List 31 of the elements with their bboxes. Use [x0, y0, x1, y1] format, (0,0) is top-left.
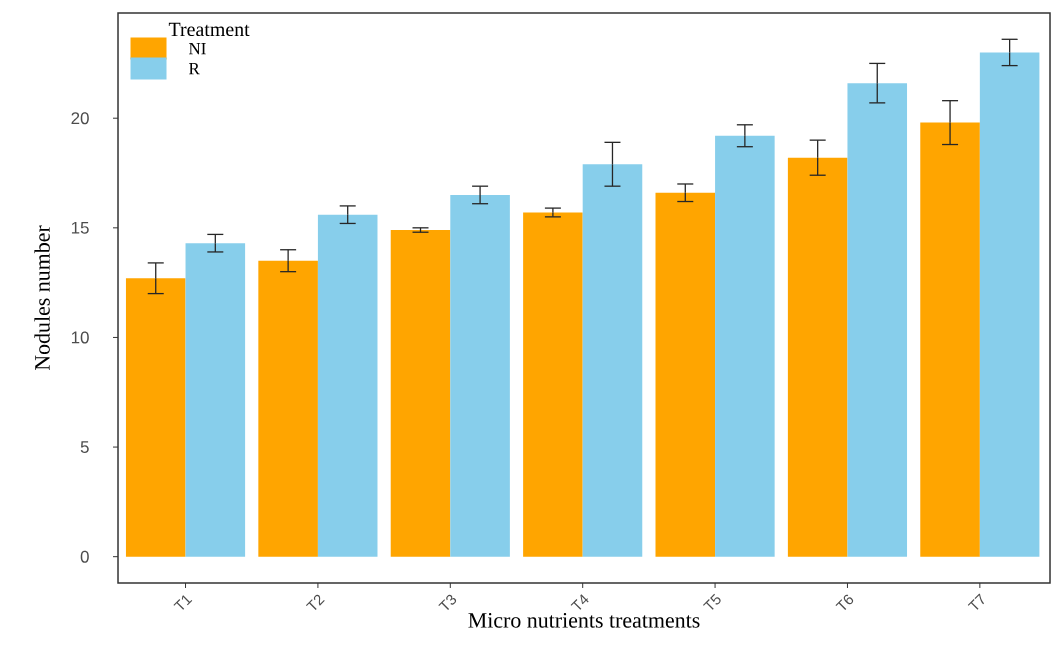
bar: [523, 212, 583, 557]
bar: [920, 122, 980, 557]
bar: [979, 52, 1040, 557]
legend-title: Treatment: [168, 22, 250, 37]
bar: [450, 194, 510, 557]
y-tick-label: 5: [80, 441, 89, 453]
y-tick-label: 20: [71, 112, 89, 125]
y-axis-title: Nodules number: [34, 225, 50, 371]
bar: [847, 83, 908, 557]
bar: [715, 135, 775, 557]
bar: [125, 278, 186, 557]
x-tick-label: T6: [835, 594, 854, 610]
x-tick-label: T4: [570, 594, 589, 610]
y-tick-label: 0: [80, 550, 89, 563]
x-axis-title: Micro nutrients treatments: [468, 612, 700, 628]
x-tick-label: T3: [438, 594, 457, 610]
bar: [185, 243, 246, 557]
bar: [582, 164, 643, 557]
bar: [655, 192, 716, 557]
x-tick-label: T1: [173, 595, 193, 610]
y-tick-label: 10: [71, 331, 89, 344]
legend-label: R: [188, 63, 200, 75]
legend-label: NI: [188, 43, 206, 55]
bar: [258, 260, 318, 557]
x-tick-label: T5: [702, 593, 721, 610]
x-tick-label: T7: [967, 593, 985, 610]
y-tick-label: 15: [71, 221, 89, 234]
bar: [390, 230, 451, 557]
bar: [787, 157, 848, 557]
x-tick-label: T2: [305, 594, 325, 610]
bar: [317, 214, 378, 557]
